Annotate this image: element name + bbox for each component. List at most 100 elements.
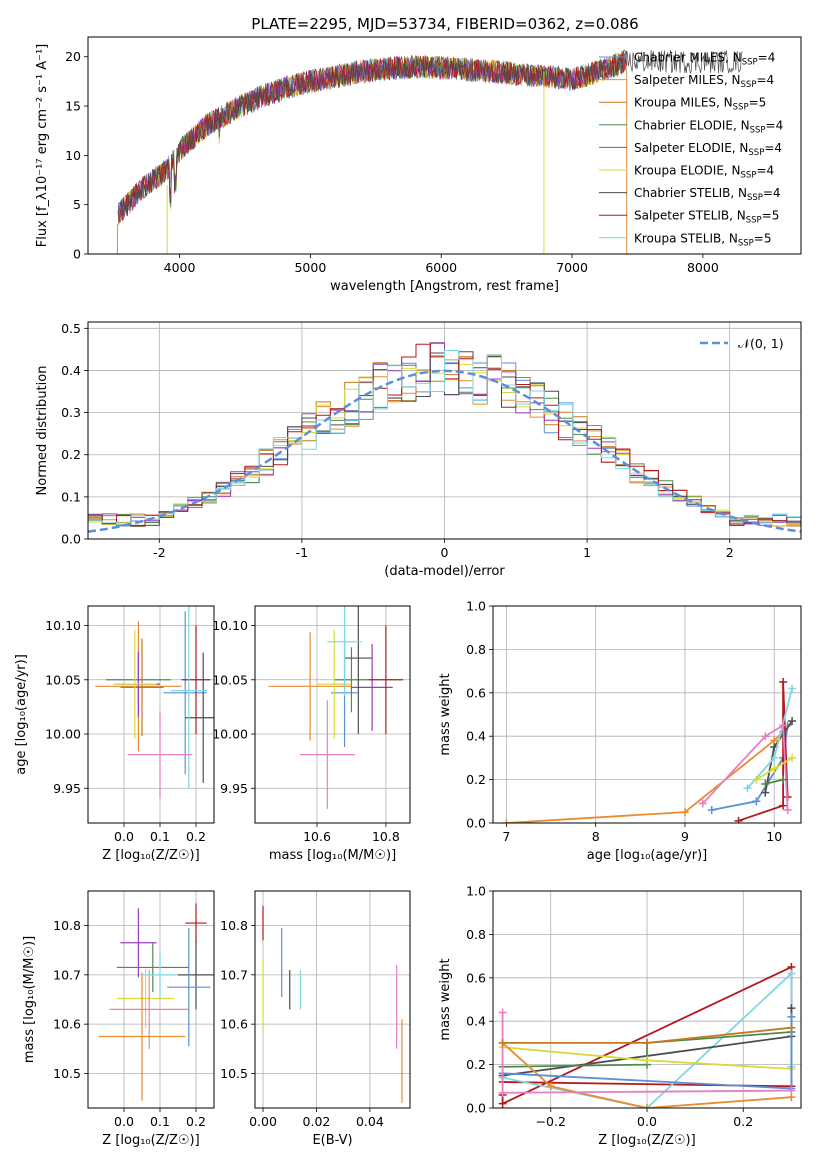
y-tick-label: 0.5 — [61, 321, 81, 336]
spectrum-legend: Chabrier MILES, NSSP=4 Salpeter MILES, NS… — [599, 51, 783, 248]
legend-label: Chabrier MILES, NSSP=4 — [634, 51, 775, 68]
axis-frame — [254, 890, 411, 1109]
mass_vs_ebv-marks — [262, 905, 403, 1104]
y-tick-label: 0.8 — [466, 927, 486, 942]
error-bar-point — [268, 632, 352, 741]
error-bar-point — [120, 638, 164, 737]
weight-marker — [787, 1023, 796, 1032]
x-tick-label: -1 — [296, 545, 308, 560]
legend-label: Chabrier STELIB, NSSP=4 — [634, 186, 781, 203]
weight-marker — [788, 717, 797, 726]
weight-marker — [734, 816, 743, 823]
residuals-marks — [88, 342, 801, 533]
y-tick-label: 0.6 — [466, 970, 486, 985]
y-tick-label: 1.0 — [466, 884, 486, 899]
x-tick-label: 0.02 — [303, 1114, 331, 1129]
weight-marker — [752, 775, 761, 784]
x-tick-label: 0.2 — [733, 1114, 753, 1129]
y-tick-label: 10 — [65, 148, 81, 163]
x-axis-label: E(B-V) — [312, 1133, 352, 1148]
x-axis-label: (data-model)/error — [384, 564, 505, 579]
error-bar-point — [170, 606, 207, 789]
spectrum-axes: 4000 5000 6000 7000 8000 0 5 10 15 20 wavelength [… — [35, 36, 802, 294]
x-tick-label: 0.00 — [249, 1114, 277, 1129]
age_vs_mass-marks — [268, 606, 404, 809]
y-tick-label: 0.4 — [61, 363, 81, 378]
y-tick-label: 10.5 — [53, 1066, 81, 1081]
error-bar-point — [167, 927, 211, 1047]
x-axis-label: Z [log₁₀(Z/Z☉)] — [102, 1133, 199, 1148]
error-bar-point — [368, 625, 404, 735]
y-tick-label: 0.2 — [466, 772, 486, 787]
x-tick-label: 0.0 — [637, 1114, 657, 1129]
error-bar-point — [113, 629, 157, 739]
y-tick-label: 0.1 — [61, 489, 81, 504]
y-tick-label: 1.0 — [466, 599, 486, 614]
weight-marker — [546, 1082, 555, 1091]
weight-marker — [779, 721, 788, 730]
x-tick-label: 0.1 — [150, 829, 170, 844]
y-tick-label: 9.95 — [220, 781, 248, 796]
weights_vs_Z-marks — [498, 962, 796, 1108]
weight-marker — [707, 805, 716, 814]
weight-marker — [752, 797, 761, 806]
weights_vs_age-axes: 7 8 9 10 0.0 0.2 0.4 0.6 0.8 1.0 age [log₁₀(age/yr… — [438, 599, 802, 863]
mass_vs_ebv-axes: 0.00 0.02 0.04 10.5 10.6 10.7 10.8 E(B-V) — [220, 890, 411, 1148]
y-axis-label: mass weight — [438, 673, 453, 755]
weight-marker — [498, 1008, 507, 1017]
x-tick-label: 8000 — [687, 260, 719, 275]
weight-marker — [783, 805, 792, 814]
y-tick-label: 0.2 — [61, 447, 81, 462]
y-tick-label: 0.4 — [466, 1014, 486, 1029]
x-tick-label: -2 — [153, 545, 165, 560]
y-tick-label: 10.10 — [45, 618, 81, 633]
error-bar-point — [185, 652, 214, 783]
y-tick-label: 10.6 — [53, 1017, 81, 1032]
weight-marker — [502, 819, 511, 823]
weight-marker — [787, 1004, 796, 1013]
error-bar-point — [344, 606, 373, 735]
error-bar-point — [327, 606, 362, 697]
residuals-axes: -2 -1 0 1 2 0.0 0.1 0.2 0.3 0.4 0.5 (data-model)/er… — [35, 321, 802, 579]
y-axis-label: age [log₁₀(age/yr)] — [14, 654, 29, 775]
weight-marker — [698, 799, 707, 808]
error-bar-point — [317, 629, 352, 739]
weight-marker — [788, 684, 797, 693]
x-tick-label: 7 — [502, 829, 510, 844]
x-axis-label: Z [log₁₀(Z/Z☉)] — [102, 848, 199, 863]
y-tick-label: 10.00 — [212, 727, 248, 742]
weight-marker — [779, 775, 788, 784]
figure-title: PLATE=2295, MJD=53734, FIBERID=0362, z=0… — [251, 15, 638, 33]
weight-marker — [498, 1099, 507, 1108]
spectrum-line — [117, 49, 743, 217]
x-axis-label: wavelength [Angstrom, rest frame] — [330, 279, 559, 294]
weight-marker — [787, 1086, 796, 1095]
x-axis-label: Z [log₁₀(Z/Z☉)] — [598, 1133, 695, 1148]
x-axis-label: mass [log₁₀(M/M☉)] — [269, 848, 396, 863]
y-tick-label: 10.10 — [212, 618, 248, 633]
y-axis-label: mass weight — [438, 958, 453, 1040]
legend-label: Kroupa MILES, NSSP=5 — [634, 96, 766, 113]
weight-line — [738, 681, 789, 822]
legend-label: Kroupa STELIB, NSSP=5 — [634, 231, 772, 248]
y-tick-label: 10.05 — [212, 672, 248, 687]
x-tick-label: 7000 — [556, 260, 588, 275]
mass_vs_Z-axes: 0.0 0.1 0.2 10.5 10.6 10.7 10.8 Z [log₁₀(Z/Z☉)]… — [22, 890, 215, 1148]
error-bar-point — [116, 968, 175, 1029]
y-tick-label: 9.95 — [53, 781, 81, 796]
error-bar-point — [299, 700, 355, 809]
weight-marker — [770, 764, 779, 773]
y-tick-label: 0.6 — [466, 685, 486, 700]
error-bar-point — [181, 625, 211, 735]
spectrum-marks — [116, 49, 743, 254]
weight-marker — [743, 784, 752, 793]
y-tick-label: 20 — [65, 49, 81, 64]
y-tick-label: 0.4 — [466, 729, 486, 744]
axis-frame — [492, 605, 802, 824]
y-tick-label: 10.8 — [220, 918, 248, 933]
weight-line — [502, 1031, 792, 1068]
normal-curve — [88, 369, 801, 533]
y-axis-label: mass [log₁₀(M/M☉)] — [22, 936, 37, 1063]
spectrum-line — [117, 51, 628, 226]
